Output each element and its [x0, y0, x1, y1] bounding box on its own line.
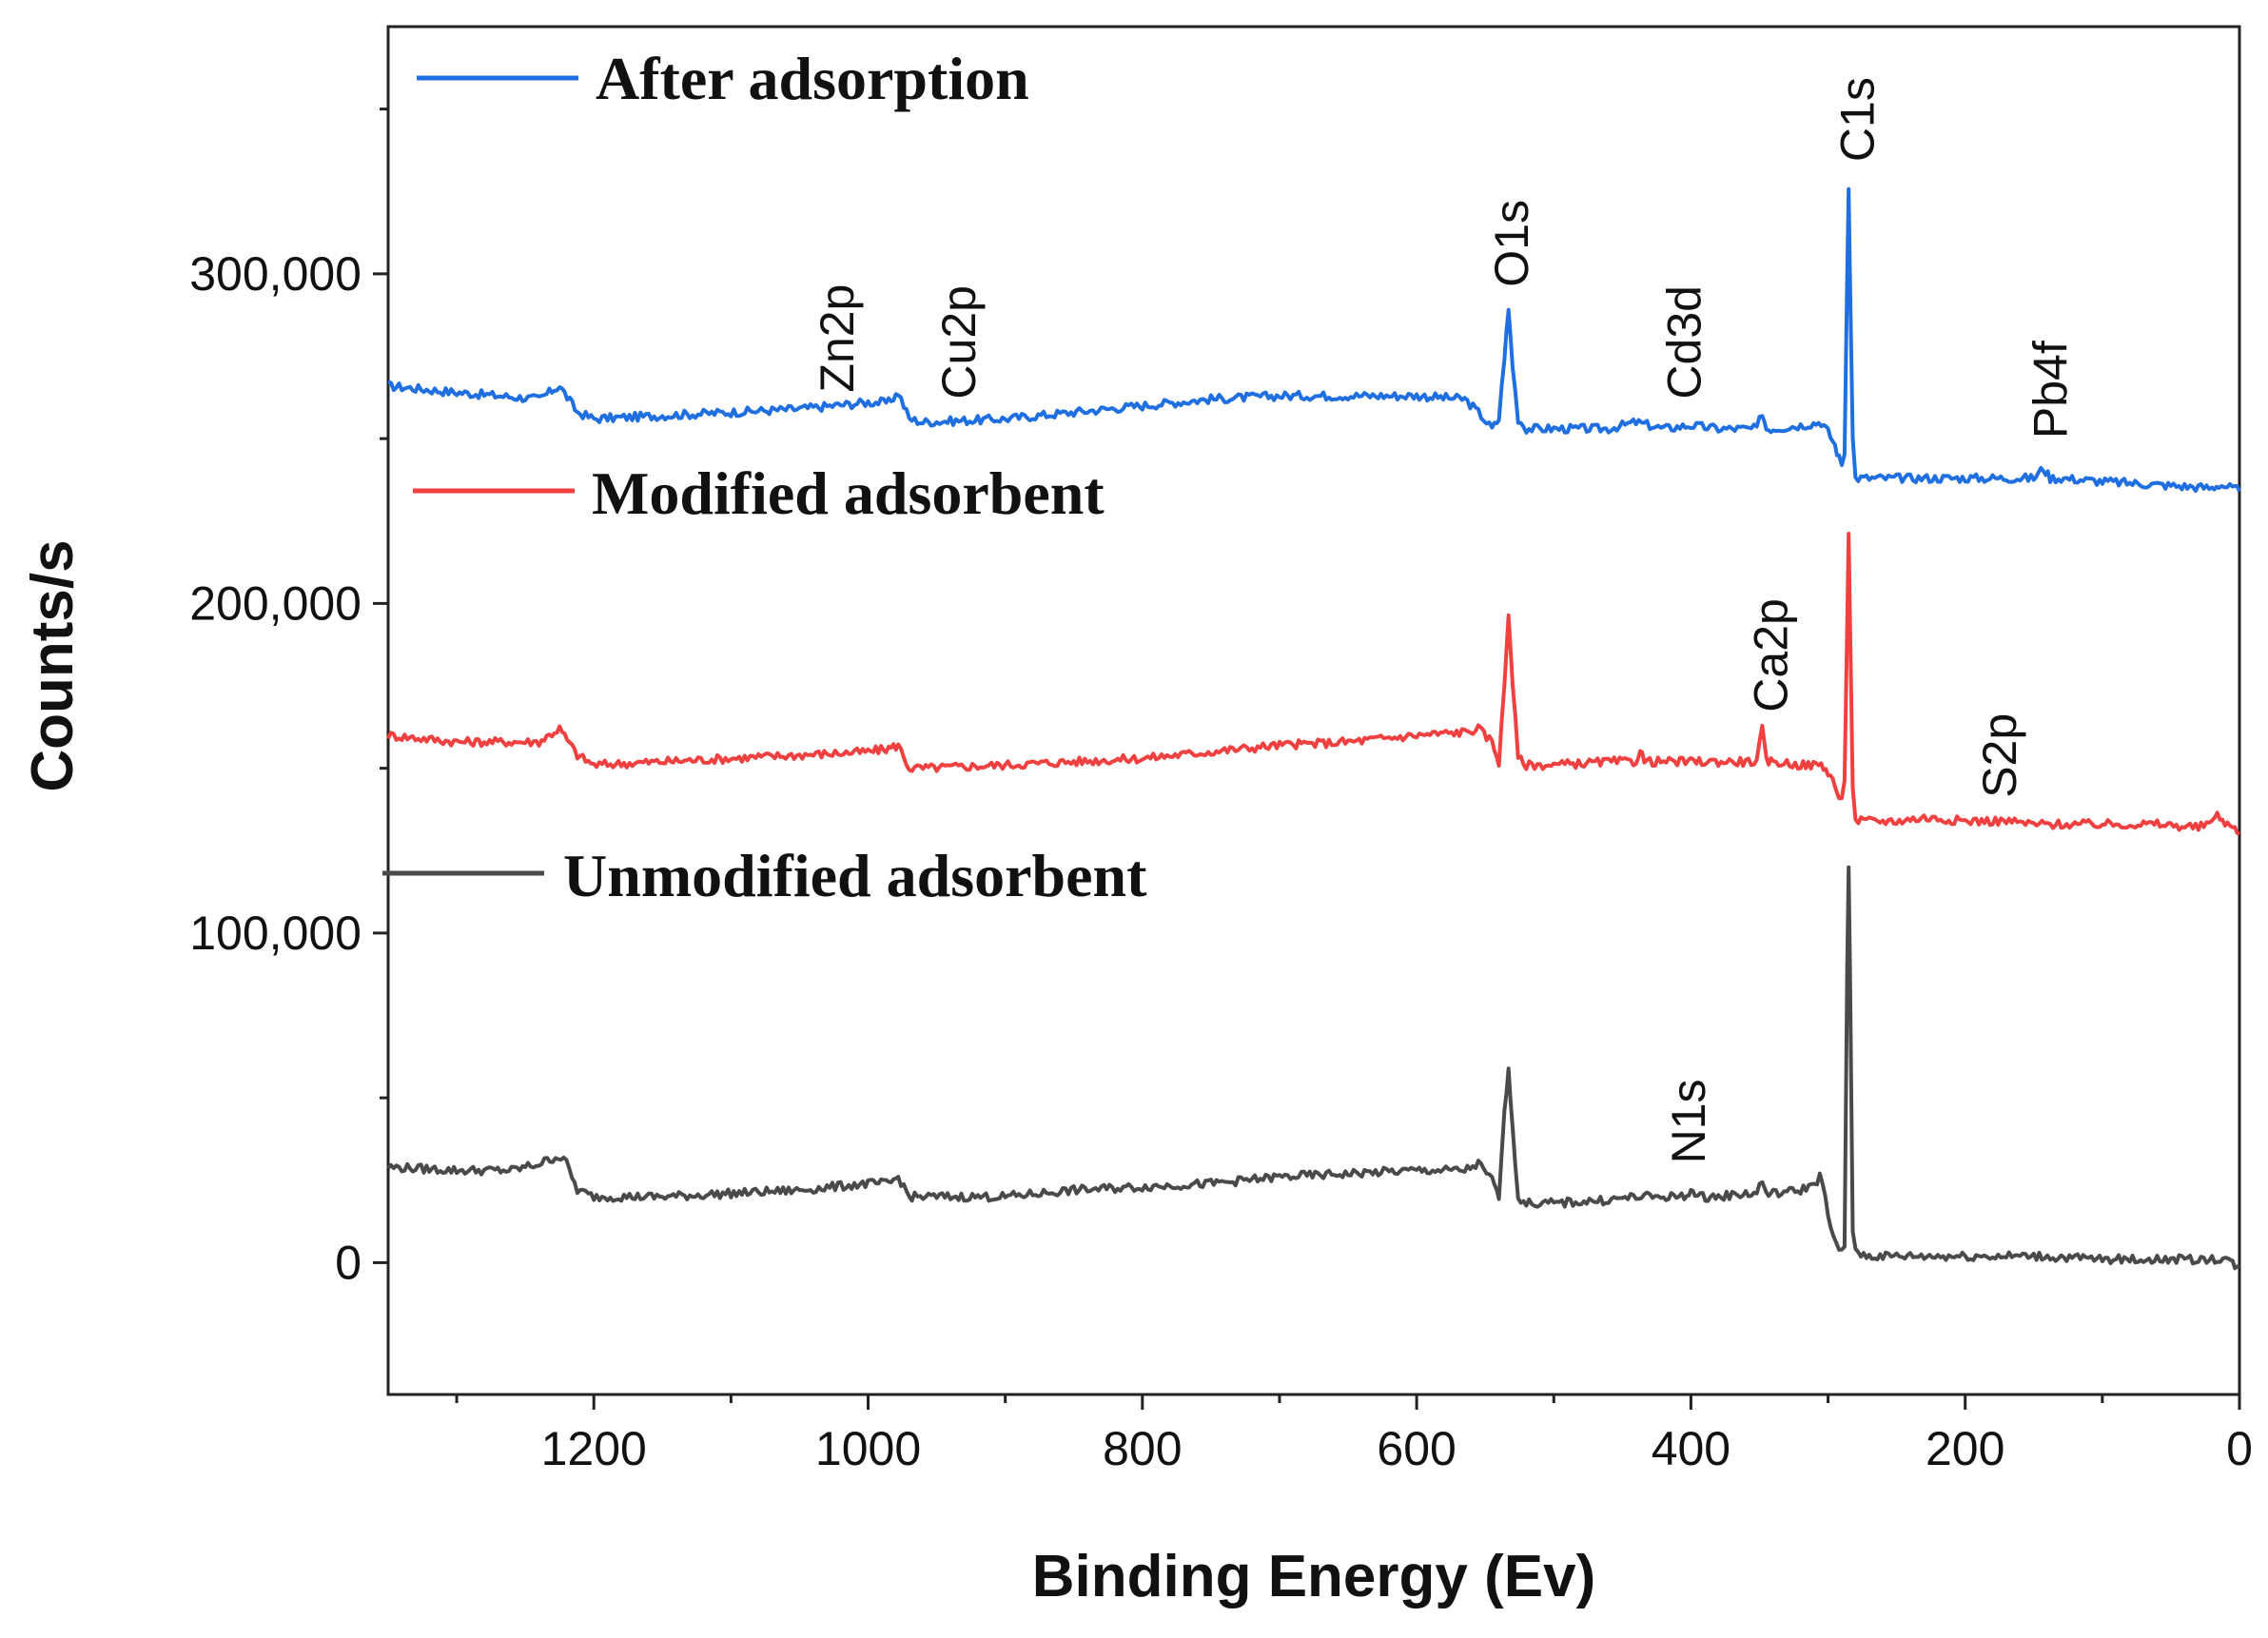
peak-label-o1s: O1s: [1485, 200, 1538, 287]
y-tick-label-0: 0: [335, 1236, 362, 1289]
peak-label-cd3d: Cd3d: [1658, 285, 1711, 400]
x-tick-label-5: 200: [1926, 1422, 2004, 1475]
legend-after-adsorption: After adsorption: [417, 45, 1029, 112]
y-axis-title: Counts/s: [20, 539, 86, 791]
x-tick-label-4: 400: [1652, 1422, 1730, 1475]
x-tick-label-6: 0: [2226, 1422, 2253, 1475]
legend-unmodified-adsorbent: Unmodified adsorbent: [382, 842, 1147, 909]
peak-label-s2p: S2p: [1973, 713, 2026, 798]
x-axis-title: Binding Energy (Ev): [1032, 1544, 1595, 1609]
peak-label-ca2p: Ca2p: [1745, 598, 1798, 712]
x-tick-label-2: 800: [1103, 1422, 1182, 1475]
x-axis-ticks: 1200 1000 800 600 400 200 0: [455, 1394, 2253, 1475]
x-tick-label-0: 1200: [541, 1422, 647, 1475]
series-line-modified-adsorbent: [386, 532, 2240, 836]
peak-label-c1s: C1s: [1830, 77, 1884, 162]
legend-label-unmodified-adsorbent: Unmodified adsorbent: [563, 842, 1147, 909]
peak-label-pb4f: Pb4f: [2024, 341, 2078, 439]
plot-frame: [386, 25, 2241, 1396]
peak-label-cu2p: Cu2p: [932, 285, 986, 400]
peak-annotations: Zn2p Cu2p O1s Cd3d C1s Pb4f Ca2p S2p N1s: [811, 77, 2078, 1163]
y-tick-label-1: 100,000: [189, 907, 362, 960]
x-tick-label-1: 1000: [815, 1422, 921, 1475]
y-tick-label-2: 200,000: [189, 576, 362, 630]
y-tick-label-3: 300,000: [189, 247, 362, 301]
y-axis-ticks: 0 100,000 200,000 300,000: [189, 107, 388, 1289]
peak-label-zn2p: Zn2p: [811, 284, 864, 393]
series-layer: [386, 186, 2241, 1271]
x-tick-label-3: 600: [1377, 1422, 1456, 1475]
series-line-after-adsorption: [388, 186, 2241, 494]
series-line-unmodified-adsorbent: [386, 865, 2240, 1271]
legend-label-after-adsorption: After adsorption: [596, 45, 1029, 112]
legend-label-modified-adsorbent: Modified adsorbent: [592, 459, 1105, 527]
legend-modified-adsorbent: Modified adsorbent: [413, 459, 1105, 527]
peak-label-n1s: N1s: [1662, 1079, 1715, 1163]
